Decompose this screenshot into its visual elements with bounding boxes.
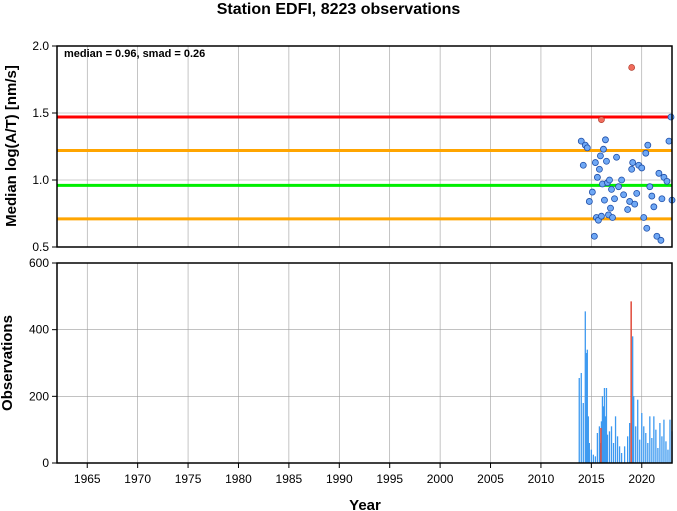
data-point xyxy=(602,136,609,144)
x-tick-label: 1970 xyxy=(124,472,151,486)
data-point xyxy=(667,113,675,121)
data-point xyxy=(597,152,604,160)
data-point xyxy=(631,200,639,208)
data-point xyxy=(611,195,618,203)
x-tick-label: 1985 xyxy=(276,472,303,486)
top-y-tick-label: 2.0 xyxy=(32,39,49,53)
x-tick-label: 2000 xyxy=(427,472,454,486)
outlier-point xyxy=(598,116,605,123)
data-point xyxy=(601,196,608,204)
x-tick-label: 2015 xyxy=(578,472,605,486)
data-point xyxy=(658,195,666,203)
data-point xyxy=(663,177,671,185)
top-plot-frame xyxy=(56,45,673,248)
data-point xyxy=(600,145,607,153)
data-point xyxy=(640,214,648,221)
bottom-plot-frame xyxy=(56,262,673,464)
data-point xyxy=(588,188,596,196)
data-point xyxy=(579,161,587,169)
data-point xyxy=(620,191,628,199)
data-point xyxy=(648,192,656,200)
data-point xyxy=(609,214,616,221)
data-point xyxy=(624,206,632,213)
bottom-plot-y-ticks: 0 200 400 600 xyxy=(29,256,57,470)
data-point xyxy=(585,198,593,205)
data-point xyxy=(665,137,673,145)
data-point xyxy=(591,159,599,166)
bottom-y-tick-label: 400 xyxy=(29,323,49,337)
data-point xyxy=(590,232,598,240)
data-point xyxy=(596,165,603,173)
data-point xyxy=(606,176,613,184)
bottom-y-tick-label: 200 xyxy=(29,389,49,403)
top-plot-y-ticks: 0.5 1.0 1.5 2.0 xyxy=(32,39,57,254)
x-tick-label: 1990 xyxy=(326,472,353,486)
data-point xyxy=(638,164,646,172)
x-axis-label: Year xyxy=(349,497,381,511)
x-tick-label: 2005 xyxy=(477,472,504,486)
data-point xyxy=(607,204,614,212)
top-plot-reference-lines xyxy=(57,115,672,221)
data-point xyxy=(650,203,658,211)
top-y-tick-label: 1.5 xyxy=(32,106,49,120)
x-tick-label: 2020 xyxy=(628,472,655,486)
chart-title: Station EDFI, 8223 observations xyxy=(216,1,461,18)
data-point xyxy=(598,212,605,220)
bottom-plot-x-ticks: 1965 1970 1975 1980 1985 1990 1995 2000 2005 2010… xyxy=(74,463,655,486)
data-point xyxy=(642,149,650,157)
median-annotation: median = 0.96, smad = 0.26 xyxy=(64,48,205,60)
data-point xyxy=(643,224,651,232)
data-point xyxy=(603,157,610,165)
data-point xyxy=(613,153,620,161)
data-point xyxy=(615,183,622,191)
top-y-axis-label: Median log(A/T) [nm/s] xyxy=(3,65,20,227)
bottom-y-tick-label: 600 xyxy=(29,256,49,270)
data-point xyxy=(583,144,591,152)
data-point xyxy=(644,141,652,149)
data-point xyxy=(593,173,601,181)
data-point xyxy=(646,183,654,191)
x-tick-label: 1975 xyxy=(175,472,202,486)
data-point xyxy=(657,236,665,244)
top-plot-points xyxy=(577,64,676,244)
x-tick-label: 1965 xyxy=(74,472,101,486)
data-point xyxy=(618,176,625,184)
data-point xyxy=(629,159,637,166)
data-point xyxy=(628,165,636,173)
top-plot-grid xyxy=(57,45,672,248)
data-point xyxy=(653,232,661,240)
data-point xyxy=(633,189,641,197)
x-tick-label: 1980 xyxy=(225,472,252,486)
bottom-plot-bars xyxy=(578,301,673,463)
top-y-tick-label: 0.5 xyxy=(32,240,49,254)
top-y-tick-label: 1.0 xyxy=(32,173,49,187)
bottom-y-axis-label: Observations xyxy=(0,315,16,411)
data-point xyxy=(577,137,585,145)
data-point xyxy=(608,185,615,193)
outlier-point xyxy=(628,64,635,71)
x-tick-label: 1995 xyxy=(376,472,403,486)
x-tick-label: 2010 xyxy=(528,472,555,486)
data-point xyxy=(655,169,663,177)
bottom-y-tick-label: 0 xyxy=(42,456,49,470)
